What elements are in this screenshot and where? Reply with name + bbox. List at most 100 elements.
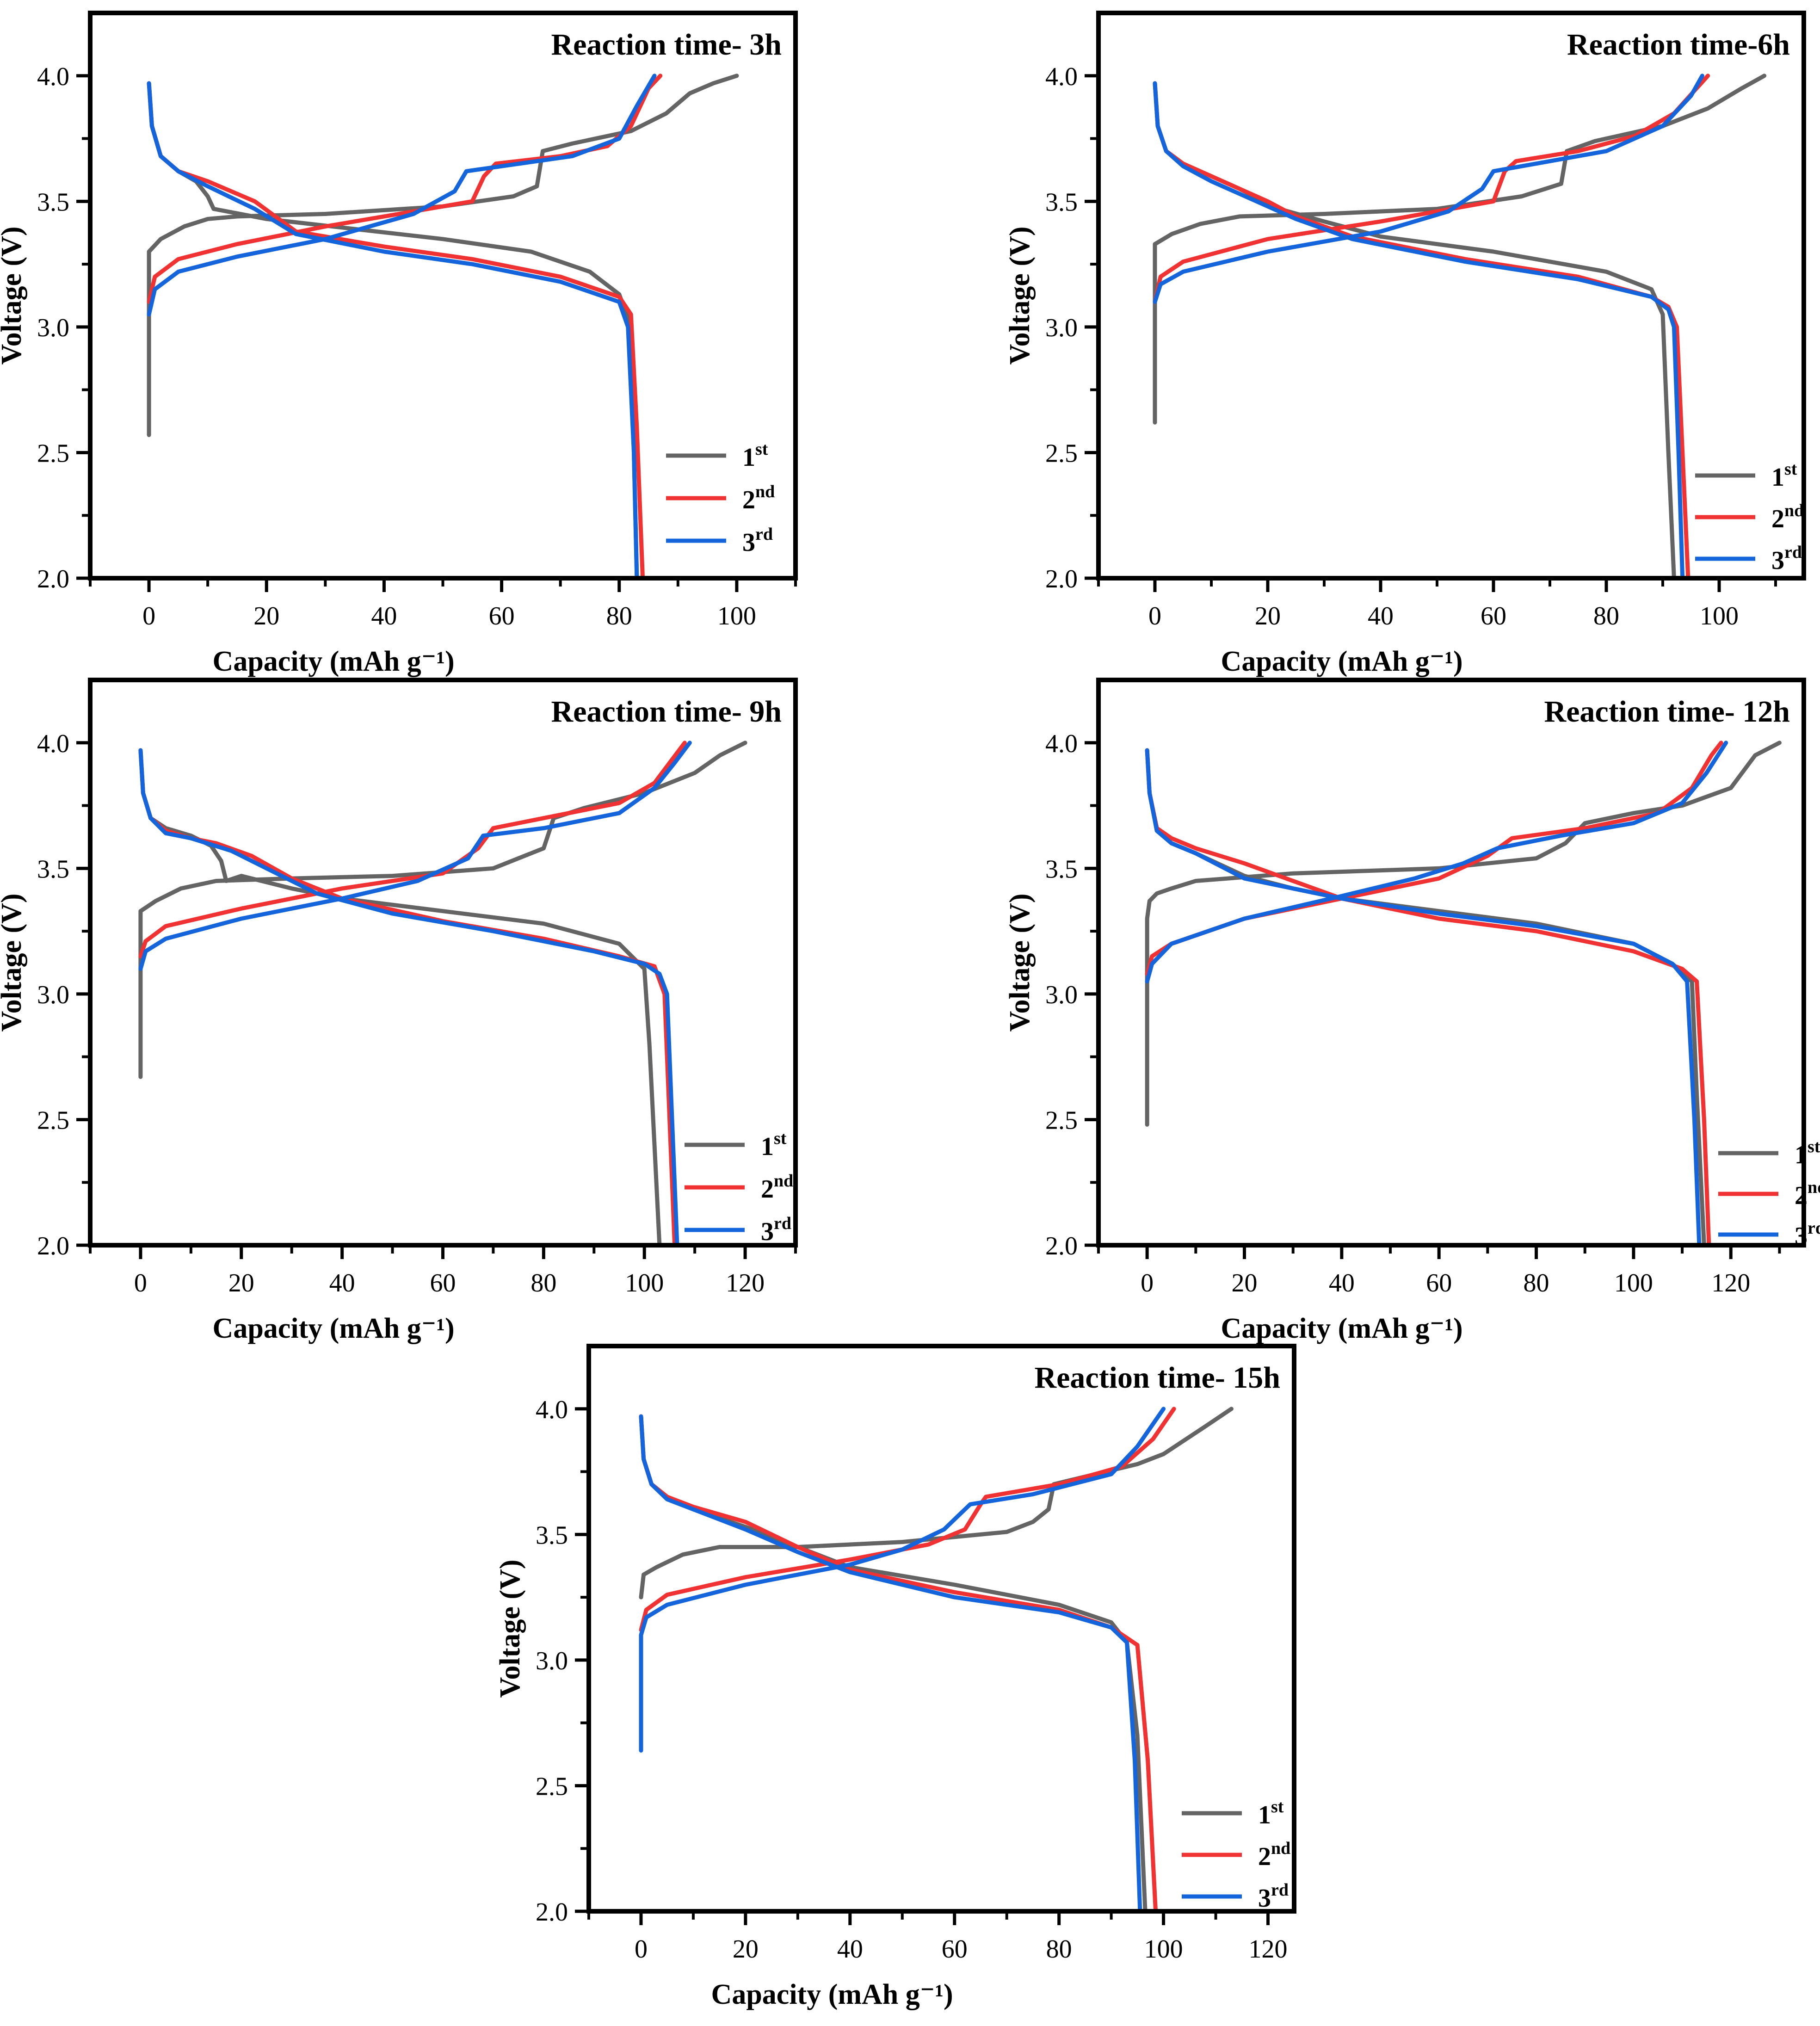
legend-label-3rd: 3rd: [1258, 1880, 1289, 1913]
y-tick-label: 4.0: [37, 729, 69, 758]
y-tick-label: 3.5: [1045, 188, 1078, 216]
y-tick-label: 3.0: [1045, 314, 1078, 342]
legend-label-2nd: 2nd: [1258, 1839, 1290, 1871]
series-3rd-discharge-curve: [1145, 748, 1702, 1245]
legend-sup: nd: [1784, 501, 1804, 520]
series-3rd-charge-curve: [138, 741, 692, 971]
y-tick-label: 4.0: [1045, 729, 1078, 758]
series-2nd-discharge-curve: [639, 1414, 1158, 1911]
y-axis-label: Voltage (V): [1004, 893, 1036, 1032]
legend-sup: st: [1784, 459, 1797, 479]
panel-title: Reaction time- 12h: [1544, 695, 1790, 729]
x-axis-label: Capacity (mAh g⁻¹): [1221, 646, 1463, 677]
x-tick-label: 0: [1141, 1269, 1154, 1297]
x-tick-label: 100: [1144, 1935, 1183, 1964]
y-axis-label: Voltage (V): [1004, 226, 1036, 364]
series-2nd-charge-curve: [147, 74, 663, 304]
x-tick-label: 120: [1711, 1269, 1750, 1297]
x-tick-label: 60: [1426, 1269, 1452, 1297]
legend-sup: nd: [1808, 1178, 1820, 1197]
x-tick-label: 40: [1329, 1269, 1355, 1297]
series-1st-charge-curve: [147, 74, 739, 437]
x-tick-label: 60: [489, 602, 515, 630]
panel-title: Reaction time-6h: [1567, 28, 1790, 62]
y-tick-label: 3.0: [536, 1647, 568, 1675]
plot-frame: [1096, 678, 1806, 1248]
x-tick-label: 80: [1524, 1269, 1549, 1297]
legend-label-1st: 1st: [761, 1129, 787, 1161]
legend-sup: st: [1808, 1137, 1820, 1156]
panel-5: 0 20 40 60 80 100 120 2.0 2.5 3.0 3.5 4.0 Capacity (…: [494, 1344, 1296, 2010]
y-tick-label: 3.5: [1045, 855, 1078, 883]
y-tick-label: 2.0: [37, 1232, 69, 1260]
y-tick-label: 2.0: [1045, 1232, 1078, 1260]
panel-2: 0 20 40 60 80 100 2.0 2.5 3.0 3.5 4.0 Capacity (mAh…: [1004, 11, 1806, 677]
x-tick-label: 0: [1148, 602, 1161, 630]
y-axis-label: Voltage (V): [494, 1559, 526, 1698]
x-tick-label: 0: [134, 1269, 147, 1297]
series-3rd-discharge-curve: [147, 81, 639, 578]
y-tick-label: 4.0: [536, 1396, 568, 1424]
legend-label-2nd: 2nd: [761, 1171, 793, 1204]
series-1st-discharge-curve: [1153, 81, 1676, 578]
x-tick-label: 100: [717, 602, 756, 630]
x-tick-label: 120: [1249, 1935, 1288, 1964]
y-tick-label: 2.5: [37, 1106, 69, 1135]
y-tick-label: 3.5: [37, 188, 69, 216]
legend-sup: st: [774, 1129, 787, 1148]
y-tick-label: 2.0: [37, 565, 69, 593]
series-3rd-discharge-curve: [1153, 81, 1685, 578]
x-tick-label: 80: [531, 1269, 556, 1297]
y-tick-label: 2.0: [1045, 565, 1078, 593]
series-3rd-charge-curve: [639, 1407, 1166, 1753]
legend-label-3rd: 3rd: [761, 1214, 791, 1246]
x-tick-label: 0: [635, 1935, 648, 1964]
plot-frame: [586, 1344, 1296, 1914]
y-tick-label: 3.5: [37, 855, 69, 883]
series-1st-charge-curve: [1153, 74, 1767, 425]
legend-label-1st: 1st: [742, 439, 768, 472]
x-tick-label: 40: [1368, 602, 1394, 630]
series-1st-discharge-curve: [138, 748, 662, 1245]
series-3rd-discharge-curve: [639, 1414, 1142, 1911]
x-tick-label: 40: [329, 1269, 355, 1297]
y-tick-label: 2.5: [1045, 1106, 1078, 1135]
x-axis-label: Capacity (mAh g⁻¹): [711, 1979, 953, 2010]
y-tick-label: 3.0: [1045, 981, 1078, 1009]
panel-title: Reaction time- 15h: [1034, 1361, 1280, 1395]
plot-frame: [88, 11, 798, 581]
panel-4: 0 20 40 60 80 100 120 2.0 2.5 3.0 3.5 4.0 Capacity (…: [1004, 678, 1820, 1344]
series-1st-charge-curve: [1145, 741, 1782, 1127]
series-1st-charge-curve: [639, 1407, 1234, 1600]
x-axis-label: Capacity (mAh g⁻¹): [1221, 1313, 1463, 1344]
legend-sup: rd: [1271, 1880, 1289, 1900]
y-tick-label: 4.0: [37, 62, 69, 91]
legend-label-1st: 1st: [1795, 1137, 1820, 1169]
series-1st-discharge-curve: [639, 1414, 1148, 1911]
panel-3: 0 20 40 60 80 100 120 2.0 2.5 3.0 3.5 4.0 Capacity (…: [0, 678, 798, 1344]
legend-sup: nd: [774, 1171, 793, 1191]
x-tick-label: 20: [1255, 602, 1281, 630]
legend-sup: nd: [755, 482, 775, 501]
x-axis-label: Capacity (mAh g⁻¹): [213, 1313, 455, 1344]
x-tick-label: 100: [1614, 1269, 1653, 1297]
x-tick-label: 20: [733, 1935, 759, 1964]
legend-label-2nd: 2nd: [1795, 1178, 1820, 1210]
series-2nd-discharge-curve: [138, 748, 677, 1245]
x-tick-label: 80: [1046, 1935, 1072, 1964]
series-3rd-charge-curve: [1145, 741, 1728, 984]
x-tick-label: 20: [228, 1269, 254, 1297]
legend-label-2nd: 2nd: [742, 482, 775, 514]
x-tick-label: 100: [1700, 602, 1739, 630]
x-tick-label: 60: [942, 1935, 968, 1964]
y-tick-label: 3.5: [536, 1521, 568, 1550]
x-tick-label: 40: [371, 602, 397, 630]
x-axis-label: Capacity (mAh g⁻¹): [213, 646, 455, 677]
y-tick-label: 4.0: [1045, 62, 1078, 91]
x-tick-label: 80: [1593, 602, 1619, 630]
x-tick-label: 100: [625, 1269, 664, 1297]
series-2nd-charge-curve: [639, 1407, 1176, 1632]
legend-label-1st: 1st: [1771, 459, 1797, 492]
legend-label-3rd: 3rd: [1771, 543, 1802, 575]
x-tick-label: 20: [253, 602, 279, 630]
